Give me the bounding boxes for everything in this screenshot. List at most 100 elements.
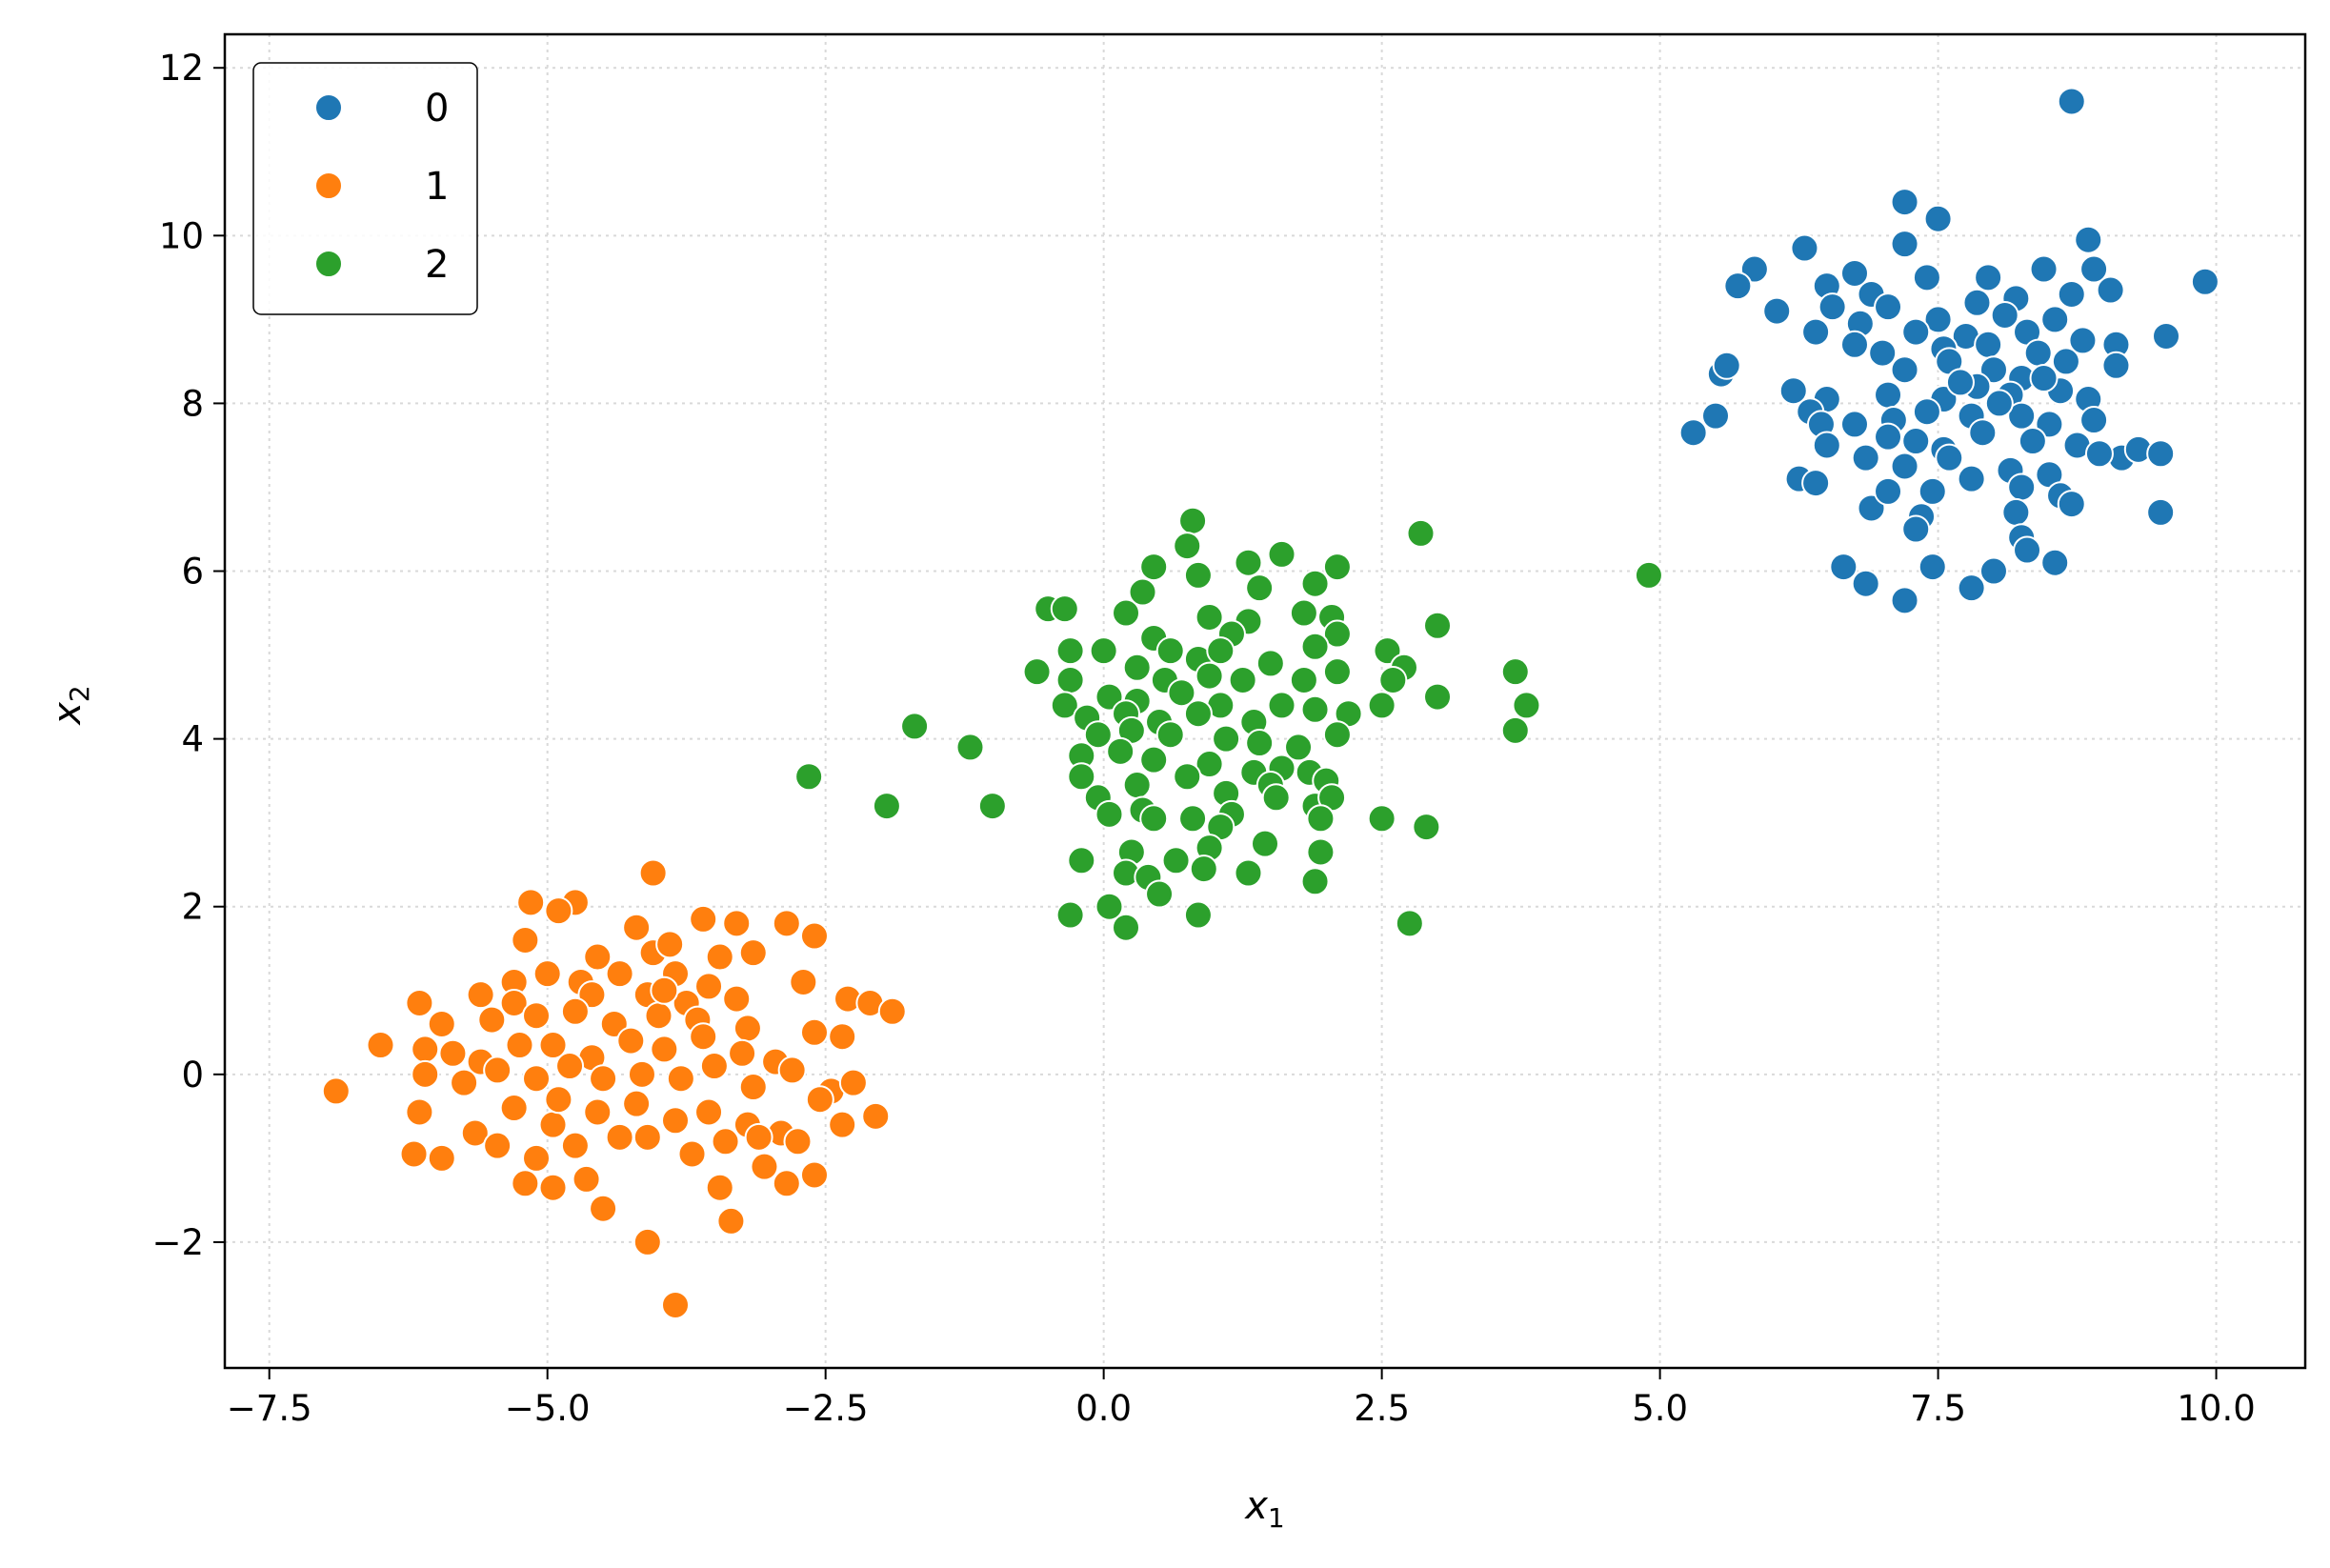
data-point-series-1 [633, 1227, 662, 1256]
data-point-series-0 [1801, 317, 1831, 347]
data-point-series-2 [1145, 879, 1175, 909]
data-point-series-1 [411, 1035, 440, 1064]
x-axis-label-base: x [1243, 1484, 1268, 1528]
data-point-series-2 [955, 733, 985, 762]
data-point-series-2 [1128, 577, 1157, 607]
y-tick-label: 4 [181, 719, 204, 760]
legend-label-2: 2 [425, 243, 449, 287]
y-tick-label: −2 [151, 1222, 204, 1263]
data-point-series-1 [711, 1127, 740, 1156]
y-tick-label: 8 [181, 383, 204, 424]
data-point-series-2 [1055, 636, 1085, 666]
data-point-series-2 [1189, 854, 1218, 884]
data-point-series-0 [1723, 271, 1753, 301]
data-point-series-1 [828, 1110, 857, 1139]
data-point-series-0 [2057, 87, 2086, 116]
data-point-series-1 [638, 858, 668, 888]
data-point-series-0 [1678, 418, 1708, 448]
data-point-series-1 [799, 921, 829, 951]
plot-area-frame [223, 32, 2307, 1370]
data-point-series-1 [655, 930, 685, 959]
data-point-series-0 [1901, 427, 1931, 456]
x-axis: −7.5 −5.0 −2.5 0.0 2.5 5.0 7.5 10.0 [227, 1368, 2256, 1429]
data-point-series-2 [872, 792, 901, 821]
data-point-series-0 [1812, 431, 1841, 460]
data-point-series-2 [1122, 771, 1152, 800]
data-point-series-1 [677, 1139, 707, 1169]
data-point-series-0 [1868, 338, 1898, 368]
data-point-series-2 [1139, 745, 1169, 774]
data-point-series-0 [1829, 553, 1858, 582]
data-point-series-2 [1195, 661, 1224, 691]
data-point-series-2 [1067, 762, 1096, 792]
data-point-series-1 [477, 1005, 507, 1035]
data-point-series-0 [1978, 556, 2008, 586]
data-point-series-1 [605, 1122, 634, 1152]
data-point-series-0 [2040, 548, 2070, 577]
data-point-series-2 [1095, 892, 1124, 921]
legend: 0 1 2 [252, 62, 478, 315]
data-point-series-1 [722, 984, 752, 1014]
data-point-series-2 [1183, 699, 1213, 729]
legend-items: 0 1 2 [314, 87, 449, 287]
legend-label-0: 0 [425, 87, 449, 131]
data-point-series-0 [1839, 410, 1869, 439]
data-point-series-2 [1055, 665, 1085, 694]
data-point-series-1 [661, 1106, 691, 1136]
data-point-series-0 [1984, 389, 2014, 418]
data-point-series-2 [1195, 602, 1224, 632]
data-point-series-1 [572, 1164, 601, 1194]
data-point-series-1 [499, 988, 529, 1017]
data-point-series-1 [560, 1131, 590, 1160]
data-point-series-1 [666, 1064, 695, 1094]
data-point-series-1 [511, 925, 540, 955]
data-point-series-0 [2079, 406, 2109, 435]
legend-frame [252, 62, 478, 315]
data-point-series-2 [1406, 518, 1436, 548]
data-point-series-1 [411, 1059, 440, 1089]
data-point-series-0 [1935, 443, 1964, 472]
y-tick-label: 12 [159, 48, 204, 89]
data-point-series-1 [799, 1017, 829, 1047]
data-point-series-1 [689, 1022, 718, 1052]
data-point-series-0 [1890, 188, 1919, 217]
data-point-series-0 [2101, 351, 2131, 380]
data-point-series-0 [1890, 586, 1919, 615]
data-point-series-2 [1322, 619, 1352, 649]
data-point-series-0 [1851, 443, 1880, 472]
data-point-series-2 [1234, 548, 1263, 577]
y-tick-label: 2 [181, 887, 204, 928]
data-point-series-0 [1874, 380, 1903, 410]
data-point-series-2 [1367, 804, 1396, 834]
data-point-series-1 [466, 980, 495, 1010]
data-point-series-2 [1289, 665, 1318, 694]
data-point-series-2 [1195, 750, 1224, 779]
data-point-series-0 [2018, 427, 2047, 456]
data-point-series-2 [1055, 900, 1085, 930]
y-tick-label: 0 [181, 1055, 204, 1096]
data-point-series-2 [1284, 733, 1314, 762]
data-point-series-2 [977, 792, 1007, 821]
data-point-series-0 [1801, 469, 1831, 498]
data-point-series-1 [799, 1160, 829, 1190]
data-point-series-1 [877, 996, 907, 1026]
data-point-series-0 [2007, 472, 2037, 502]
data-point-series-1 [805, 1085, 834, 1115]
data-point-series-0 [1957, 464, 1986, 493]
data-point-series-2 [1183, 560, 1213, 590]
data-point-series-1 [516, 888, 546, 917]
x-tick-label: −2.5 [783, 1388, 869, 1429]
data-point-series-2 [1067, 846, 1096, 875]
data-point-series-2 [1178, 506, 1208, 535]
data-point-series-1 [532, 959, 562, 989]
data-point-series-0 [1901, 317, 1931, 347]
data-point-series-1 [583, 942, 613, 972]
data-point-series-1 [789, 967, 818, 996]
data-point-series-1 [783, 1127, 813, 1156]
data-point-series-0 [1957, 573, 1986, 603]
data-point-series-2 [1212, 724, 1241, 754]
legend-marker-2 [314, 250, 343, 278]
data-point-series-0 [2007, 401, 2037, 431]
data-point-series-1 [728, 1038, 757, 1068]
